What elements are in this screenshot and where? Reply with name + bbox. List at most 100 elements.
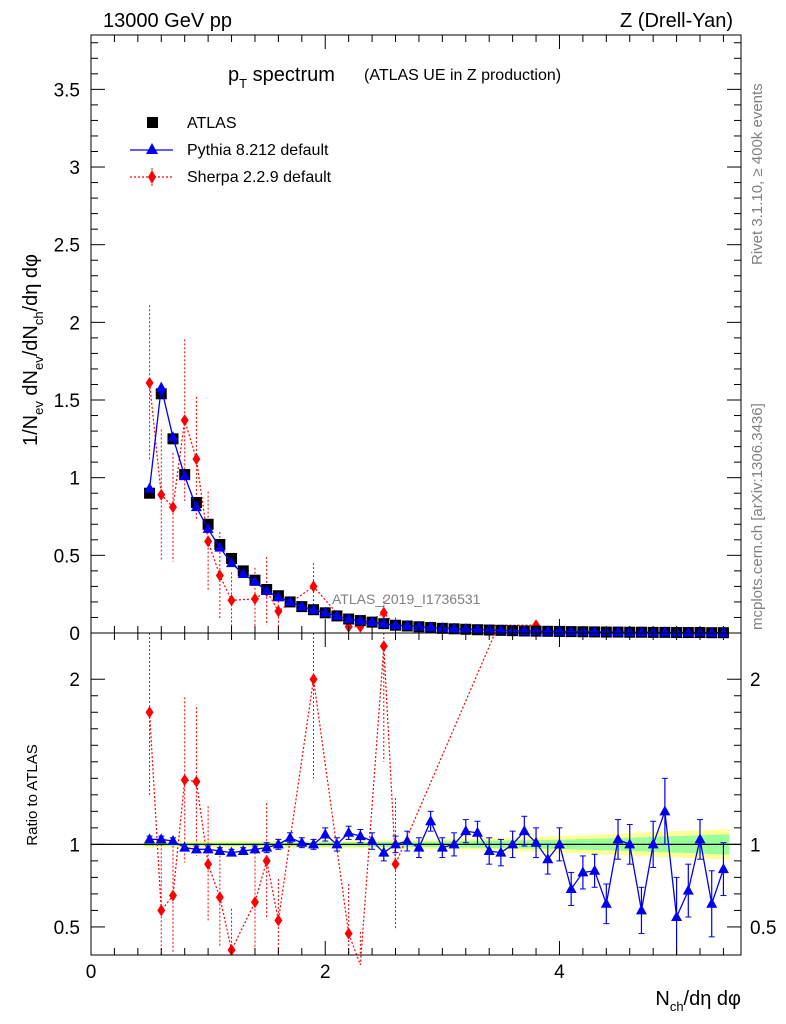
sherpa-point bbox=[180, 414, 189, 427]
pythia-ratio-point bbox=[600, 897, 612, 908]
pythia-ratio-point bbox=[401, 835, 413, 846]
pythia-ratio-point bbox=[518, 825, 530, 836]
pythia-ratio-point bbox=[671, 911, 683, 922]
pythia-ratio-point bbox=[553, 838, 565, 849]
pythia-ratio-point bbox=[647, 838, 659, 849]
pythia-ratio-point bbox=[354, 830, 366, 841]
pythia-point bbox=[190, 501, 202, 512]
pythia-ratio-point bbox=[706, 897, 718, 908]
pythia-ratio-point bbox=[155, 833, 167, 844]
pythia-ratio-point bbox=[226, 846, 238, 857]
pythia-point bbox=[401, 619, 413, 630]
pythia-ratio-point bbox=[308, 838, 320, 849]
pythia-ratio-point bbox=[495, 846, 507, 857]
legend-atlas-label: ATLAS bbox=[187, 115, 237, 132]
pythia-point bbox=[354, 614, 366, 625]
pythia-point bbox=[378, 617, 390, 628]
pythia-ratio-point bbox=[378, 846, 390, 857]
mcplots-label: mcplots.cern.ch [arXiv:1306.3436] bbox=[749, 403, 766, 630]
ratio-frame bbox=[90, 632, 742, 956]
sherpa-ratio-point bbox=[204, 858, 213, 871]
pythia-ratio-point bbox=[694, 833, 706, 844]
pythia-ratio-line bbox=[149, 811, 725, 920]
process-label: Z (Drell-Yan) bbox=[620, 10, 733, 32]
pythia-ratio-point bbox=[272, 838, 284, 849]
pythia-point bbox=[635, 626, 647, 637]
sherpa-point bbox=[250, 592, 259, 605]
pythia-ratio-point bbox=[237, 844, 249, 855]
pythia-ratio-point bbox=[214, 844, 226, 855]
sherpa-ratio-point bbox=[157, 904, 166, 917]
sherpa-point bbox=[192, 453, 201, 466]
pythia-ratio-point bbox=[390, 838, 402, 849]
pythia-ratio-point bbox=[717, 863, 729, 874]
main-ytick-label: 2 bbox=[69, 313, 80, 334]
ratio-panel bbox=[91, 632, 741, 966]
ratio-xtick-label: 0 bbox=[86, 962, 97, 983]
pythia-point bbox=[366, 616, 378, 627]
sherpa-ratio-point bbox=[215, 891, 224, 904]
legend: ATLAS Pythia 8.212 default Sherpa 2.2.9 … bbox=[130, 115, 332, 186]
pythia-point bbox=[518, 624, 530, 635]
sherpa-point bbox=[227, 594, 236, 607]
ratio-xtick-label: 2 bbox=[320, 962, 331, 983]
pythia-ratio-point bbox=[483, 844, 495, 855]
ratio-ytick-label: 0.5 bbox=[54, 918, 80, 939]
pythia-ratio-point bbox=[542, 853, 554, 864]
legend-sherpa-label: Sherpa 2.2.9 default bbox=[187, 169, 332, 186]
pythia-point bbox=[308, 603, 320, 614]
plot-title-rest: spectrum bbox=[247, 64, 335, 86]
legend-pythia-marker bbox=[146, 143, 158, 154]
sherpa-ratio-point bbox=[274, 914, 283, 927]
pythia-point bbox=[272, 591, 284, 602]
pythia-ratio-point bbox=[284, 831, 296, 842]
legend-sherpa-marker bbox=[148, 170, 156, 184]
pythia-point bbox=[319, 606, 331, 617]
sherpa-ratio-point bbox=[250, 896, 259, 909]
main-ytick-label: 1.5 bbox=[54, 391, 80, 412]
pythia-point bbox=[261, 585, 273, 596]
pythia-ratio-point bbox=[682, 884, 694, 895]
pythia-ratio-point bbox=[190, 843, 202, 854]
pythia-ratio-point bbox=[319, 828, 331, 839]
main-ytick-label: 3.5 bbox=[54, 80, 80, 101]
pythia-ratio-point bbox=[612, 833, 624, 844]
sherpa-ratio-point bbox=[379, 640, 388, 653]
sherpa-point bbox=[379, 606, 388, 619]
pythia-ratio-point bbox=[202, 843, 214, 854]
pythia-point bbox=[237, 567, 249, 578]
pythia-point bbox=[296, 600, 308, 611]
pythia-point bbox=[202, 522, 214, 533]
sherpa-ratio-point bbox=[309, 673, 318, 686]
sherpa-ratio-point bbox=[344, 927, 353, 940]
pythia-point bbox=[331, 609, 343, 620]
legend-pythia-label: Pythia 8.212 default bbox=[187, 142, 329, 159]
pythia-ratio-point bbox=[448, 838, 460, 849]
pythia-ratio-point bbox=[425, 815, 437, 826]
pythia-ratio-point bbox=[261, 841, 273, 852]
pythia-point bbox=[155, 381, 167, 392]
pythia-point bbox=[144, 482, 156, 493]
legend-atlas-marker bbox=[147, 117, 158, 128]
analysis-watermark: ATLAS_2019_I1736531 bbox=[332, 591, 481, 607]
atlas-point bbox=[144, 487, 156, 499]
sherpa-point bbox=[157, 488, 166, 501]
pythia-point bbox=[284, 595, 296, 606]
pythia-ratio-point bbox=[343, 826, 355, 837]
ratio-xtick-label: 4 bbox=[554, 962, 565, 983]
main-panel bbox=[144, 305, 729, 639]
energy-label: 13000 GeV pp bbox=[103, 10, 232, 32]
pythia-ratio-point bbox=[249, 843, 261, 854]
pythia-point bbox=[167, 431, 179, 442]
main-ylabel: 1/Nev dNev/dNch/dη dφ bbox=[20, 254, 46, 446]
main-ytick-label: 1 bbox=[69, 469, 80, 490]
pythia-point bbox=[706, 626, 718, 637]
sherpa-point bbox=[274, 605, 283, 618]
sherpa-point bbox=[168, 501, 177, 514]
ratio-ytick-label: 1 bbox=[69, 835, 80, 856]
ratio-ytick-label-right: 0.5 bbox=[750, 918, 776, 939]
pythia-ratio-point bbox=[296, 836, 308, 847]
ratio-ytick-label: 2 bbox=[69, 670, 80, 691]
sherpa-point bbox=[145, 376, 154, 389]
sherpa-ratio-line bbox=[148, 632, 496, 966]
